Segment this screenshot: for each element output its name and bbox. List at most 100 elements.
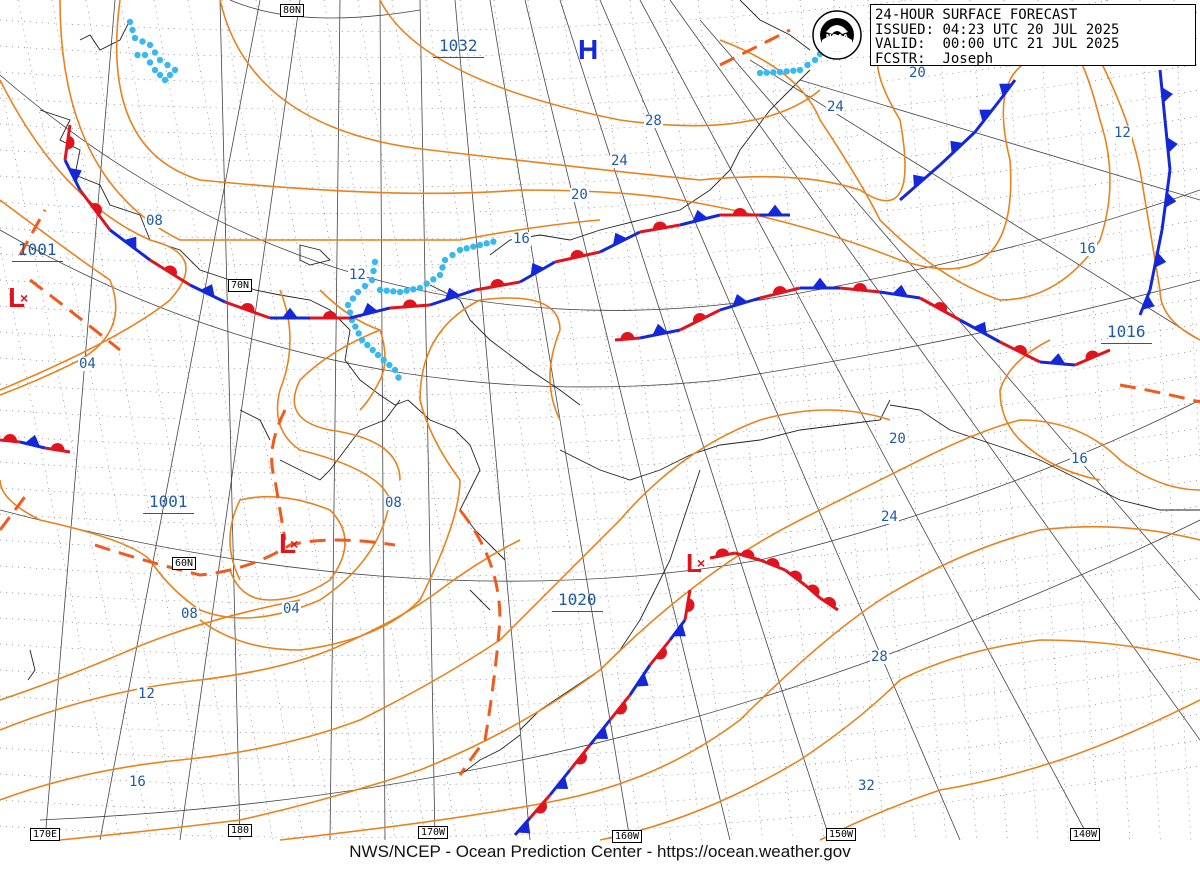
ice-dot — [490, 238, 497, 245]
ice-dot — [396, 288, 404, 296]
grid-dotline — [0, 427, 1200, 500]
ice-dot — [470, 243, 477, 250]
ice-dot — [141, 51, 149, 59]
warm-front-bump — [1085, 350, 1099, 361]
low-pressure-value: 1001 — [143, 492, 194, 514]
high-pressure-symbol: H — [578, 34, 599, 65]
fronts — [0, 69, 1178, 836]
cold-front-triangle — [999, 83, 1013, 97]
warm-front-bump — [693, 312, 707, 324]
isobar-label: 12 — [348, 267, 367, 283]
ice-dot — [151, 66, 159, 74]
grid-dotline — [935, 0, 1008, 841]
grid-dotline — [0, 505, 1200, 578]
cold-front-triangle — [282, 307, 298, 318]
low-center-x-icon: × — [290, 536, 299, 552]
grid-dotline — [0, 479, 1200, 552]
isobar-label: 24 — [610, 153, 629, 169]
ice-dot — [395, 374, 402, 381]
cold-front-triangle — [24, 434, 41, 447]
ice-dot — [164, 61, 171, 69]
noaa-logo: NOAA — [812, 10, 862, 60]
forecaster-row: FCSTR: Joseph — [875, 51, 1195, 67]
cold-front-triangle — [1049, 353, 1066, 365]
grid-dotline — [0, 0, 1114, 58]
lon-label-140w: 140W — [1070, 828, 1101, 841]
warm-front-bump — [733, 208, 747, 215]
grid-dotline — [0, 583, 1200, 656]
isobar-label: 08 — [145, 213, 164, 229]
ice-dot — [430, 276, 437, 283]
ice-dot — [171, 66, 179, 74]
grid-dotline — [0, 349, 1200, 422]
grid-dotline — [901, 0, 978, 841]
isobar-label: 12 — [137, 686, 156, 702]
issued-time: 04:23 UTC 20 JUL 2025 — [942, 21, 1120, 38]
ice-dot — [131, 34, 139, 42]
isobar-label: 08 — [384, 495, 403, 511]
ice-dot — [776, 68, 784, 76]
cold-front-triangle — [767, 204, 783, 215]
ice-dot — [811, 56, 819, 64]
cold-front-triangle — [123, 236, 137, 250]
warm-front-bump — [490, 279, 505, 288]
logo-text: NOAA — [826, 33, 849, 41]
warm-front-bump — [3, 433, 18, 442]
low-pressure-symbol: L — [8, 282, 26, 313]
warm-front-bump — [50, 443, 65, 452]
grid-dotline — [0, 193, 1200, 266]
ice-dot — [441, 256, 449, 264]
ice-edge — [126, 18, 831, 381]
ice-dot — [368, 276, 376, 284]
grid-dotline — [969, 0, 1039, 841]
cold-front-triangle — [1164, 192, 1177, 208]
warm-front-bump — [715, 548, 730, 557]
ice-dot — [146, 41, 154, 49]
low-pressure-value: 1001 — [12, 240, 63, 262]
warm-front-bump — [1013, 345, 1027, 356]
grid-dotline — [0, 531, 1200, 604]
cold-front-triangle — [612, 232, 628, 246]
cold-front-triangle — [979, 109, 993, 123]
isobar-label: 16 — [1070, 451, 1089, 467]
low-pressure-symbol: L — [686, 548, 702, 578]
isobar-label: 20 — [908, 65, 927, 81]
ice-dot — [151, 49, 159, 56]
grid-dotline — [0, 687, 1200, 760]
warm-front-bump — [620, 332, 635, 340]
ice-dot — [166, 71, 174, 79]
isobar-label: 24 — [880, 509, 899, 525]
warm-front-bump — [66, 135, 75, 150]
warm-front-bump — [789, 570, 802, 582]
ice-dot — [383, 287, 390, 294]
grid-dotline — [0, 245, 1200, 318]
ice-dot — [349, 295, 357, 302]
ice-dot — [403, 287, 410, 294]
ice-dot — [358, 336, 366, 344]
grid-dotline — [221, 0, 366, 841]
isobar-label: 16 — [1078, 241, 1097, 257]
lon-label-160w: 160W — [612, 830, 643, 843]
front-line — [44, 446, 71, 454]
ice-dot — [374, 351, 382, 359]
cold-front-triangle — [732, 294, 748, 307]
grid-dotline — [187, 0, 335, 841]
warm-front-bump — [403, 299, 417, 308]
isobar-label: 28 — [870, 649, 889, 665]
grid-dotline — [0, 63, 1200, 136]
isobar-label: 04 — [78, 356, 97, 372]
cold-front-triangle — [68, 167, 82, 183]
grid-dotline — [0, 297, 1200, 370]
ice-dot — [390, 288, 397, 295]
ice-dot — [391, 366, 399, 374]
warm-front-bump — [766, 558, 780, 568]
grid-dotline — [1173, 0, 1200, 465]
cold-front-triangle — [1161, 87, 1173, 103]
cold-front-triangle — [517, 820, 531, 834]
grid-dotline — [0, 89, 1200, 162]
minor-grid — [0, 0, 1200, 841]
warm-front-bump — [655, 647, 667, 660]
isobar-label: 16 — [512, 231, 531, 247]
troughs — [0, 28, 1200, 776]
